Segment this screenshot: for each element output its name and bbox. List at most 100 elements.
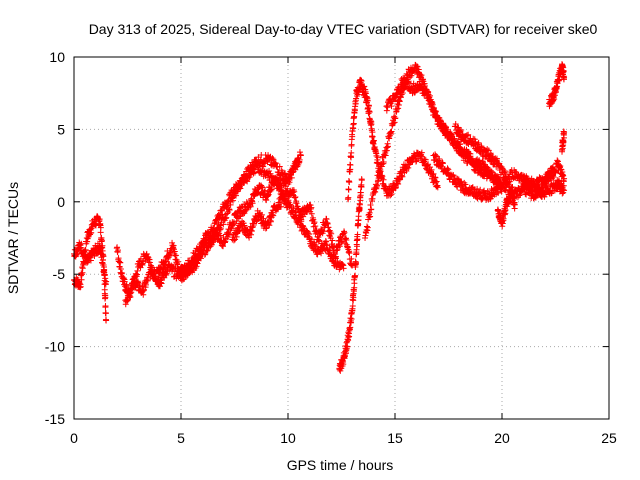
- chart-title: Day 313 of 2025, Sidereal Day-to-day VTE…: [89, 21, 598, 37]
- data-point-marker: [445, 166, 452, 173]
- data-point-marker: [306, 231, 313, 238]
- data-point-marker: [433, 183, 440, 190]
- data-point-marker: [97, 224, 104, 231]
- data-point-marker: [465, 131, 472, 138]
- data-point-marker: [102, 281, 109, 288]
- x-tick-label: 10: [280, 430, 296, 446]
- data-point-marker: [274, 177, 281, 184]
- data-point-marker: [502, 170, 509, 177]
- data-point-marker: [405, 164, 412, 171]
- data-point-marker: [323, 215, 330, 222]
- data-point-marker: [247, 203, 254, 210]
- data-point-marker: [404, 78, 411, 85]
- data-point-marker: [387, 192, 394, 199]
- data-point-marker: [474, 185, 481, 192]
- data-point-marker: [241, 177, 248, 184]
- data-point-marker: [448, 131, 455, 138]
- x-tick-label: 25: [601, 430, 617, 446]
- data-point-marker: [364, 224, 371, 231]
- data-point-marker: [230, 219, 237, 226]
- data-point-marker: [288, 174, 295, 181]
- data-point-marker: [390, 120, 397, 127]
- data-point-marker: [100, 261, 107, 268]
- data-point-marker: [551, 96, 558, 103]
- data-point-marker: [276, 163, 283, 170]
- data-point-marker: [244, 172, 251, 179]
- data-point-marker: [323, 238, 330, 245]
- data-point-marker: [202, 250, 209, 257]
- data-point-marker: [262, 187, 269, 194]
- data-point-marker: [499, 220, 506, 227]
- data-point-marker: [433, 153, 440, 160]
- data-point-marker: [458, 127, 465, 134]
- data-point-marker: [163, 270, 170, 277]
- data-point-marker: [421, 156, 428, 163]
- data-point-marker: [308, 210, 315, 217]
- data-point-marker: [232, 192, 239, 199]
- data-point-marker: [341, 229, 348, 236]
- data-point-marker: [114, 247, 121, 254]
- data-point-marker: [123, 281, 130, 288]
- data-point-marker: [354, 231, 361, 238]
- data-point-marker: [399, 173, 406, 180]
- data-point-marker: [277, 203, 284, 210]
- data-point-marker: [495, 174, 502, 181]
- data-point-marker: [270, 156, 277, 163]
- y-tick-label: 10: [49, 49, 65, 65]
- data-point-marker: [511, 205, 518, 212]
- data-point-marker: [504, 175, 511, 182]
- data-point-marker: [87, 257, 94, 264]
- data-point-marker: [388, 128, 395, 135]
- data-point-marker: [347, 161, 354, 168]
- data-point-marker: [358, 176, 365, 183]
- data-point-marker: [327, 247, 334, 254]
- data-point-marker: [349, 302, 356, 309]
- y-tick-label: 0: [57, 194, 65, 210]
- data-point-marker: [103, 316, 110, 323]
- y-tick-label: -15: [45, 411, 65, 427]
- data-point-marker: [308, 236, 315, 243]
- data-point-marker: [460, 157, 467, 164]
- data-point-marker: [320, 228, 327, 235]
- data-point-marker: [373, 152, 380, 159]
- data-point-marker: [346, 179, 353, 186]
- data-point-marker: [240, 179, 247, 186]
- data-point-marker: [336, 243, 343, 250]
- data-point-marker: [296, 156, 303, 163]
- data-point-marker: [454, 124, 461, 131]
- data-point-marker: [292, 166, 299, 173]
- data-point-marker: [227, 201, 234, 208]
- x-tick-label: 0: [70, 430, 78, 446]
- data-point-marker: [444, 165, 451, 172]
- data-point-marker: [339, 238, 346, 245]
- data-point-marker: [275, 177, 282, 184]
- data-point-marker: [414, 63, 421, 70]
- data-point-marker: [269, 155, 276, 162]
- data-point-marker: [421, 80, 428, 87]
- data-point-marker: [355, 217, 362, 224]
- data-point-marker: [477, 186, 484, 193]
- data-point-marker: [357, 197, 364, 204]
- y-tick-label: -10: [45, 339, 65, 355]
- data-point-marker: [297, 151, 304, 158]
- data-point-marker: [329, 237, 336, 244]
- data-point-marker: [263, 197, 270, 204]
- data-point-marker: [291, 188, 298, 195]
- y-axis-title: SDTVAR / TECUs: [5, 182, 21, 294]
- data-point-marker: [116, 258, 123, 265]
- data-point-marker: [430, 170, 437, 177]
- data-point-marker: [484, 151, 491, 158]
- data-point-marker: [452, 120, 459, 127]
- data-point-marker: [476, 162, 483, 169]
- data-point-marker: [249, 200, 256, 207]
- data-point-marker: [348, 319, 355, 326]
- data-point-marker: [146, 259, 153, 266]
- data-point-marker: [448, 133, 455, 140]
- data-point-marker: [312, 223, 319, 230]
- x-tick-label: 15: [387, 430, 403, 446]
- data-point-marker: [392, 115, 399, 122]
- data-point-marker: [220, 221, 227, 228]
- plot-frame: [73, 56, 610, 420]
- data-point-marker: [134, 267, 141, 274]
